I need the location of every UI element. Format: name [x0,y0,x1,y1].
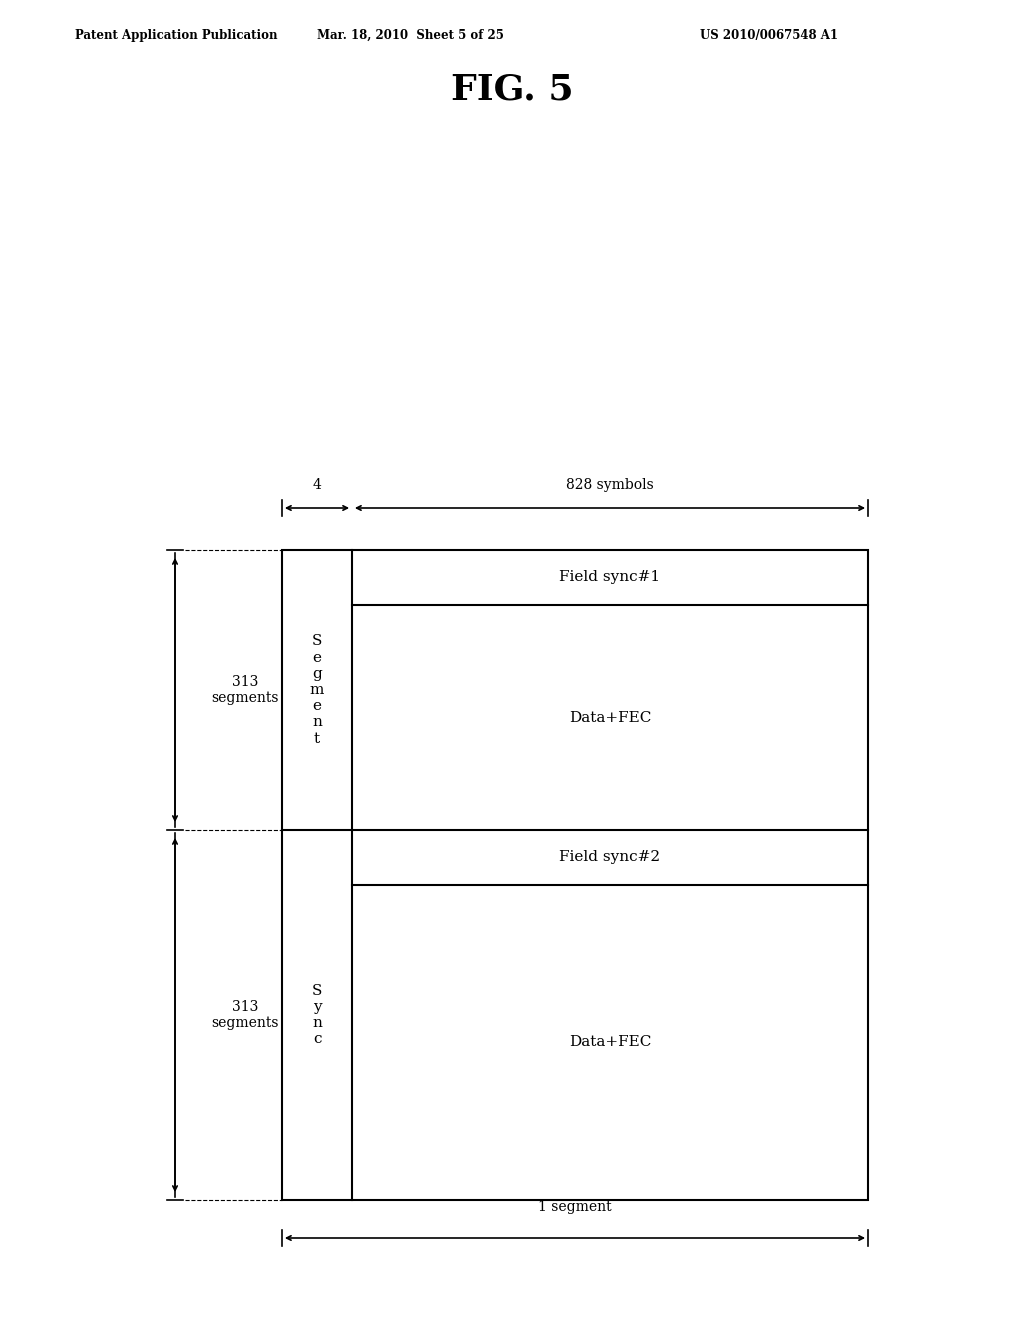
Text: Field sync#1: Field sync#1 [559,570,660,585]
Text: 4: 4 [312,478,322,492]
Text: S
e
g
m
e
n
t: S e g m e n t [310,635,325,746]
Text: US 2010/0067548 A1: US 2010/0067548 A1 [700,29,838,41]
Text: Data+FEC: Data+FEC [568,710,651,725]
Text: Mar. 18, 2010  Sheet 5 of 25: Mar. 18, 2010 Sheet 5 of 25 [316,29,504,41]
Text: Data+FEC: Data+FEC [568,1035,651,1049]
Text: 1 segment: 1 segment [539,1200,611,1214]
Text: 313
segments: 313 segments [211,1001,279,1030]
Text: 828 symbols: 828 symbols [566,478,654,492]
Text: Field sync#2: Field sync#2 [559,850,660,865]
Bar [282,550,868,1200]
Text: FIG. 5: FIG. 5 [451,73,573,107]
Text: 313
segments: 313 segments [211,675,279,705]
Text: Patent Application Publication: Patent Application Publication [75,29,278,41]
Text: S
y
n
c: S y n c [312,983,323,1047]
